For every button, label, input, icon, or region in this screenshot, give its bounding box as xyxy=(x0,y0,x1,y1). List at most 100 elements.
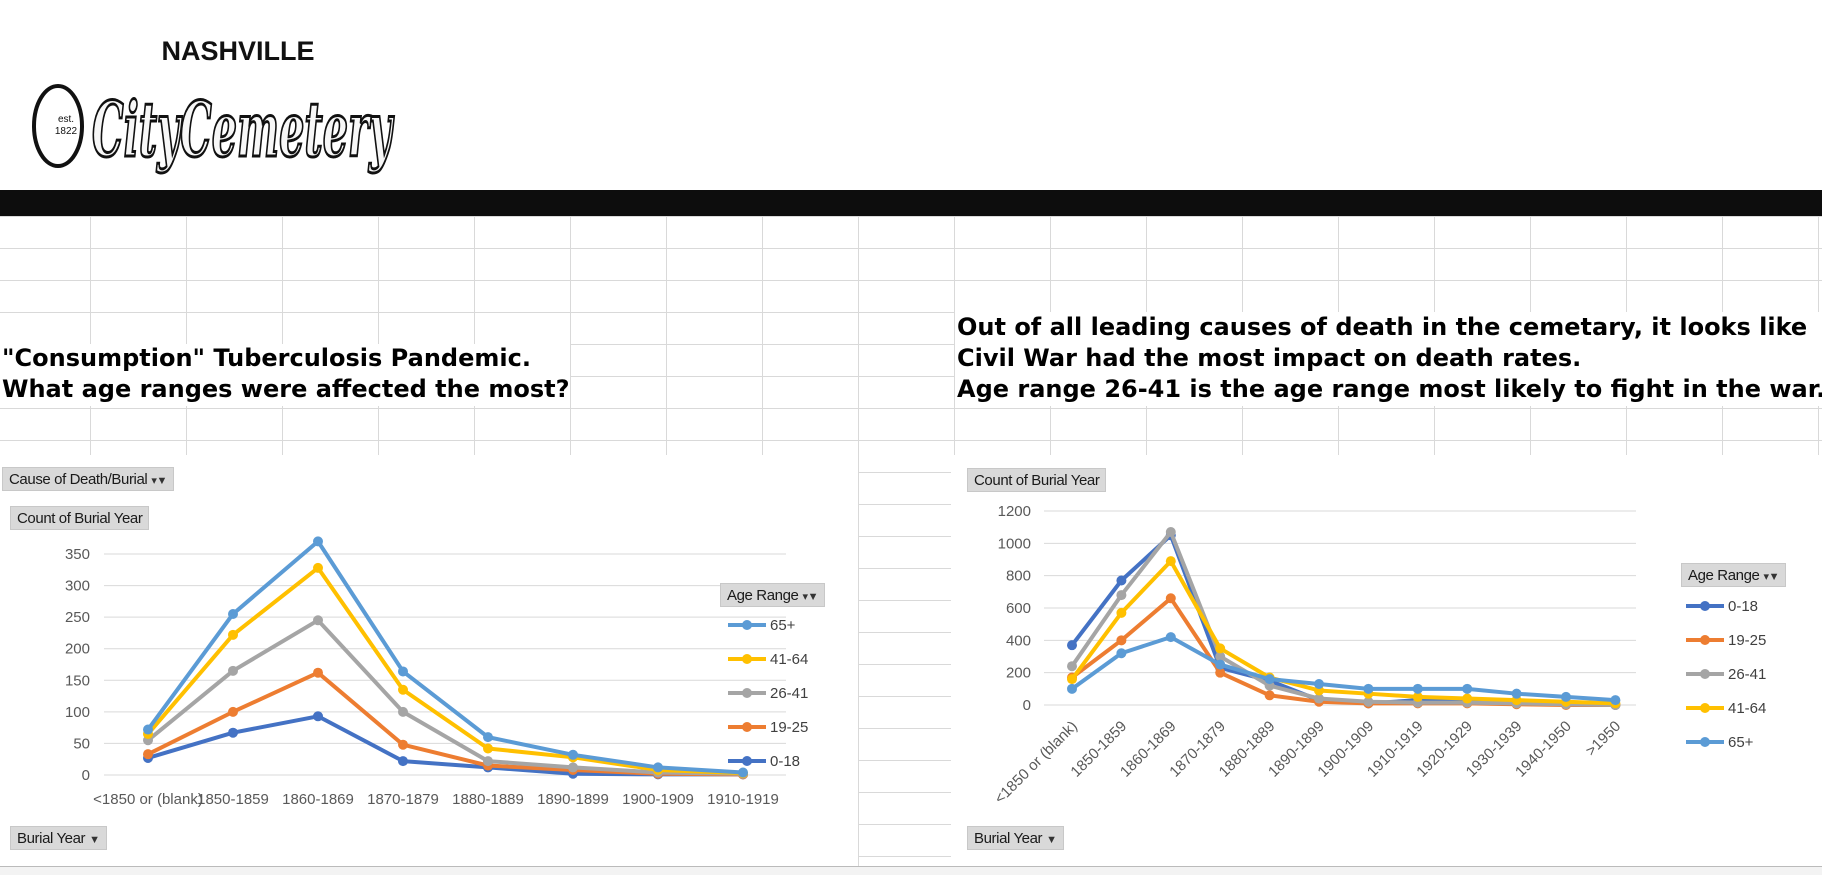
left-heading-line-2: What age ranges were affected the most? xyxy=(2,375,570,403)
series-line-41-64 xyxy=(146,565,745,776)
legend-label-19-25: 19-25 xyxy=(770,719,808,736)
y-tick-label: 1000 xyxy=(998,535,1031,552)
sheet-tab-bar[interactable] xyxy=(0,866,1822,875)
legend-marker-0-18 xyxy=(1700,601,1710,611)
x-tick-label: 1870-1879 xyxy=(367,791,439,808)
data-point-65 xyxy=(1165,632,1176,643)
y-tick-label: 250 xyxy=(65,609,90,626)
count-of-burial-year-button[interactable]: Count of Burial Year xyxy=(967,468,1107,492)
legend-label-41-64: 41-64 xyxy=(1728,700,1766,717)
burial-year-axis-button[interactable]: Burial Year ▼ xyxy=(967,826,1064,850)
x-tick-label: <1850 or (blank) xyxy=(93,791,203,808)
legend-marker-41-64 xyxy=(1700,703,1710,713)
data-point-26-41 xyxy=(1165,527,1176,538)
data-point-65 xyxy=(398,666,408,677)
age-range-legend-button[interactable]: Age Range ▾▼ xyxy=(1681,563,1787,587)
nashville-city-cemetery-logo: NASHVILLE est. 1822 CityCemetery xyxy=(32,36,396,176)
legend-marker-41-64 xyxy=(742,654,752,664)
count-of-burial-year-button[interactable]: Count of Burial Year xyxy=(10,506,150,530)
data-point-0-18 xyxy=(1067,640,1077,651)
series-line-26-41 xyxy=(146,618,745,776)
legend-marker-19-25 xyxy=(742,722,752,732)
data-point-41-64 xyxy=(1067,674,1077,685)
header-band xyxy=(0,190,1822,216)
data-point-0-18 xyxy=(228,727,238,738)
data-point-65 xyxy=(1264,674,1275,685)
legend-marker-65 xyxy=(1700,737,1710,747)
legend-label-0-18: 0-18 xyxy=(770,753,800,770)
data-point-41-64 xyxy=(1116,607,1127,618)
data-point-65 xyxy=(1314,678,1324,689)
data-point-19-25 xyxy=(228,706,238,717)
svg-text:est.: est. xyxy=(58,114,74,125)
data-point-65 xyxy=(313,536,323,547)
left-heading: "Consumption" Tuberculosis Pandemic. What… xyxy=(2,343,570,405)
svg-text:NASHVILLE: NASHVILLE xyxy=(161,36,314,66)
data-point-41-64 xyxy=(1462,693,1473,704)
data-point-41-64 xyxy=(1215,643,1226,654)
y-tick-label: 50 xyxy=(73,735,90,752)
chart-plot-area-left: 0 50 100 150 200 250 300 350 <1850 or (blank)185… xyxy=(65,536,808,808)
left-heading-line-1: "Consumption" Tuberculosis Pandemic. xyxy=(2,344,531,372)
x-tick-label: 1880-1889 xyxy=(452,791,524,808)
data-point-19-25 xyxy=(1264,690,1275,701)
y-tick-label: 400 xyxy=(1006,632,1031,649)
data-point-26-41 xyxy=(313,615,323,626)
y-tick-label: 800 xyxy=(1006,568,1031,585)
data-point-65 xyxy=(483,732,493,743)
data-point-65 xyxy=(1116,648,1127,659)
right-heading: Out of all leading causes of death in th… xyxy=(957,312,1822,405)
svg-text:CityCemetery: CityCemetery xyxy=(92,85,395,174)
data-point-26-41 xyxy=(1363,696,1374,707)
data-point-26-41 xyxy=(1215,651,1226,662)
dropdown-arrow-icon: ▼ xyxy=(1046,834,1057,846)
civil-war-age-range-chart[interactable]: 0 200 400 600 800 1000 1200 <1850 or (blank) 185… xyxy=(951,455,1822,874)
legend-label-0-18: 0-18 xyxy=(1728,598,1758,615)
filter-dropdown-icon: ▾▼ xyxy=(1763,571,1780,583)
data-point-65 xyxy=(1462,683,1473,694)
tuberculosis-age-range-chart[interactable]: 0 50 100 150 200 250 300 350 <1850 or (blank) 185… xyxy=(0,455,858,874)
data-point-65 xyxy=(653,762,663,773)
series-line-41-64 xyxy=(1070,559,1618,706)
dropdown-arrow-icon: ▼ xyxy=(89,834,100,846)
legend-marker-26-41 xyxy=(742,688,752,698)
x-tick-label: 1860-1869 xyxy=(282,791,354,808)
legend-marker-19-25 xyxy=(1700,635,1710,645)
legend-marker-26-41 xyxy=(1700,669,1710,679)
filter-dropdown-icon: ▾▼ xyxy=(151,475,167,487)
legend-label-65: 65+ xyxy=(1728,734,1754,751)
y-tick-label: 0 xyxy=(1023,697,1031,714)
data-point-26-41 xyxy=(568,762,578,773)
legend-label-26-41: 26-41 xyxy=(1728,666,1766,683)
data-point-26-41 xyxy=(398,706,408,717)
legend-marker-0-18 xyxy=(742,756,752,766)
data-point-26-41 xyxy=(1116,590,1127,601)
burial-year-axis-button[interactable]: Burial Year ▼ xyxy=(10,826,107,850)
data-point-26-41 xyxy=(1067,661,1077,672)
y-tick-label: 350 xyxy=(65,546,90,563)
right-heading-line-3: Age range 26-41 is the age range most li… xyxy=(957,375,1822,403)
series-line-65 xyxy=(1070,635,1618,703)
data-point-41-64 xyxy=(398,684,408,695)
data-point-65 xyxy=(568,749,578,760)
data-point-19-25 xyxy=(1116,635,1127,646)
data-point-26-41 xyxy=(483,756,493,767)
y-tick-label: 100 xyxy=(65,704,90,721)
data-point-26-41 xyxy=(228,665,238,676)
data-point-41-64 xyxy=(1165,556,1176,567)
series-line-65 xyxy=(146,539,745,775)
cause-of-death-filter-button[interactable]: Cause of Death/Burial ▾▼ xyxy=(2,467,174,491)
x-tick-label: <1850 or (blank) xyxy=(991,718,1081,808)
data-point-41-64 xyxy=(483,743,493,754)
legend-label-65: 65+ xyxy=(770,617,796,634)
data-point-65 xyxy=(1511,688,1522,699)
series-line-26-41 xyxy=(1070,530,1618,707)
age-range-legend-button[interactable]: Age Range ▾▼ xyxy=(720,583,826,607)
data-point-0-18 xyxy=(1116,575,1127,586)
series-line-19-25 xyxy=(1070,596,1618,707)
data-point-19-25 xyxy=(143,749,153,760)
filter-dropdown-icon: ▾▼ xyxy=(802,591,819,603)
y-tick-label: 150 xyxy=(65,672,90,689)
svg-text:1822: 1822 xyxy=(55,126,78,137)
